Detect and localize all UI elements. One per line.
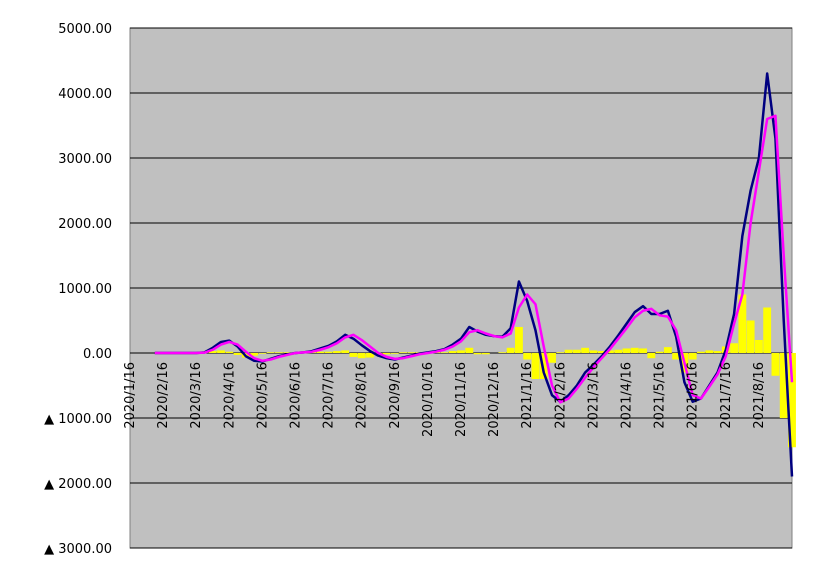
bar — [606, 350, 614, 353]
bar — [506, 347, 515, 353]
bar — [407, 352, 416, 353]
y-tick-label: ▲ 3000.00 — [44, 542, 112, 557]
x-tick-label: 2021/4/16 — [620, 362, 635, 429]
bar — [730, 343, 739, 353]
bar — [390, 353, 399, 354]
bar — [217, 350, 225, 353]
bar — [746, 320, 755, 353]
y-tick-label: ▲ 1000.00 — [44, 412, 112, 427]
bar — [283, 352, 292, 353]
bar — [498, 352, 507, 353]
y-tick-label: 0.00 — [83, 347, 112, 362]
bar — [663, 347, 672, 353]
bar — [630, 347, 639, 353]
bar — [655, 351, 664, 353]
x-tick-label: 2020/9/16 — [388, 362, 403, 429]
bar — [672, 353, 681, 360]
line-series — [154, 114, 794, 404]
bar — [316, 351, 325, 353]
y-tick-label: 2000.00 — [58, 217, 112, 232]
bar — [647, 353, 656, 359]
bar — [208, 351, 217, 353]
bar — [457, 350, 465, 353]
y-tick-label: 1000.00 — [58, 282, 112, 297]
bar — [324, 351, 333, 353]
y-tick-label: 4000.00 — [58, 87, 112, 102]
x-tick-label: 2020/5/16 — [255, 362, 270, 429]
x-tick-label: 2021/7/16 — [719, 362, 734, 429]
bar — [481, 353, 490, 355]
bar — [622, 348, 631, 353]
x-tick-label: 2020/3/16 — [189, 362, 204, 429]
bar — [341, 350, 350, 353]
bar — [564, 349, 573, 353]
x-tick-label: 2020/8/16 — [355, 362, 370, 429]
x-tick-label: 2021/1/16 — [520, 362, 535, 429]
x-tick-label: 2020/6/16 — [289, 362, 304, 429]
bar — [688, 353, 697, 360]
bar — [448, 351, 457, 353]
x-tick-label: 2020/2/16 — [156, 362, 171, 429]
x-tick-label: 2021/3/16 — [586, 362, 601, 429]
bar — [523, 353, 532, 360]
bar — [233, 353, 242, 355]
y-tick-label: 3000.00 — [58, 152, 112, 167]
bar — [572, 349, 581, 353]
bar — [465, 347, 474, 353]
x-tick-label: 2021/5/16 — [653, 362, 668, 429]
bar — [639, 348, 647, 353]
x-tick-label: 2021/8/16 — [752, 362, 767, 429]
bar — [514, 327, 523, 353]
bar — [581, 347, 590, 353]
bar — [349, 353, 358, 357]
bar — [556, 352, 565, 353]
bar — [597, 351, 606, 353]
bar — [589, 350, 598, 353]
bar — [266, 352, 275, 353]
bar — [754, 340, 763, 353]
bar — [225, 351, 234, 353]
bar — [548, 353, 556, 363]
bar — [332, 351, 341, 353]
x-tick-label: 2021/6/16 — [686, 362, 701, 429]
bar — [763, 307, 772, 353]
y-tick-label: 5000.00 — [58, 22, 112, 37]
bar — [275, 352, 283, 353]
bar — [250, 353, 259, 356]
x-tick-label: 2020/10/16 — [421, 362, 436, 437]
y-tick-label: ▲ 2000.00 — [44, 477, 112, 492]
bar — [357, 353, 366, 359]
bar — [382, 353, 391, 355]
bar — [788, 353, 796, 448]
bar — [705, 350, 714, 353]
bar — [258, 353, 267, 354]
x-tick-label: 2020/12/16 — [487, 362, 502, 437]
bar — [366, 353, 374, 358]
bar — [697, 351, 705, 353]
bar — [771, 353, 780, 376]
x-tick-label: 2020/7/16 — [322, 362, 337, 429]
x-tick-label: 2021/2/16 — [553, 362, 568, 429]
bar — [440, 352, 449, 353]
bar — [738, 294, 747, 353]
bar — [531, 353, 540, 379]
bar — [614, 349, 623, 353]
bar — [399, 352, 408, 353]
x-tick-label: 2020/11/16 — [454, 362, 469, 437]
bar — [713, 351, 722, 353]
x-tick-label: 2020/4/16 — [222, 362, 237, 429]
bar — [473, 353, 482, 355]
x-tick-label: 2020/1/16 — [123, 362, 138, 429]
bar — [779, 353, 788, 418]
